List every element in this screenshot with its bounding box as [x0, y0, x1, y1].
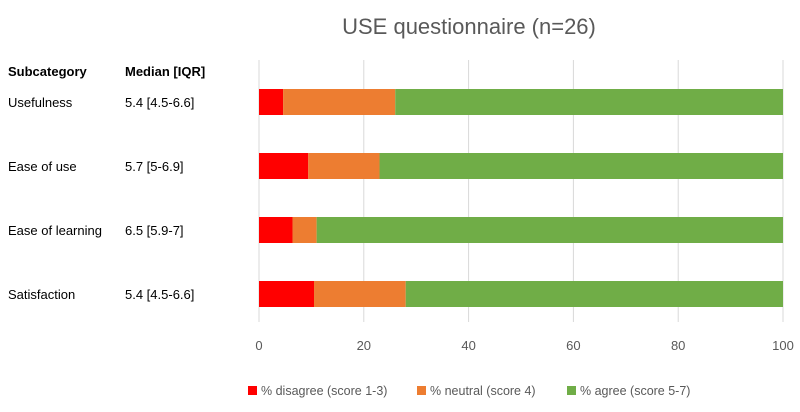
- legend: % disagree (score 1-3) % neutral (score 4…: [248, 384, 690, 398]
- bar-segment: [308, 153, 380, 179]
- legend-label: % neutral (score 4): [430, 384, 536, 398]
- category-label: Satisfaction: [8, 287, 75, 302]
- bar-segment: [405, 281, 783, 307]
- bar-segment: [314, 281, 406, 307]
- bars: [259, 89, 783, 307]
- bar-segment: [259, 89, 284, 115]
- x-tick-label: 0: [255, 338, 262, 353]
- bar-segment: [259, 217, 293, 243]
- median-value: 6.5 [5.9-7]: [125, 223, 184, 238]
- x-tick-label: 60: [566, 338, 580, 353]
- legend-swatch: [417, 386, 426, 395]
- legend-label: % disagree (score 1-3): [261, 384, 387, 398]
- legend-swatch: [248, 386, 257, 395]
- category-label: Ease of learning: [8, 223, 102, 238]
- median-value: 5.7 [5-6.9]: [125, 159, 184, 174]
- bar-segment: [292, 217, 317, 243]
- subcategory-header: Subcategory: [8, 64, 88, 79]
- x-axis: 0 20 40 60 80 100: [255, 338, 793, 353]
- bar-segment: [395, 89, 783, 115]
- bar-segment: [259, 153, 309, 179]
- rows: Usefulness 5.4 [4.5-6.6] Ease of use 5.7 [5…: [8, 95, 194, 302]
- median-header: Median [IQR]: [125, 64, 205, 79]
- bar-segment: [259, 281, 315, 307]
- bar-segment: [283, 89, 396, 115]
- x-tick-label: 80: [671, 338, 685, 353]
- category-label: Usefulness: [8, 95, 73, 110]
- bar-segment: [379, 153, 783, 179]
- median-value: 5.4 [4.5-6.6]: [125, 95, 194, 110]
- category-label: Ease of use: [8, 159, 77, 174]
- x-tick-label: 40: [461, 338, 475, 353]
- legend-label: % agree (score 5-7): [580, 384, 690, 398]
- x-tick-label: 100: [772, 338, 794, 353]
- bar-segment: [316, 217, 783, 243]
- chart-title: USE questionnaire (n=26): [342, 14, 596, 39]
- median-value: 5.4 [4.5-6.6]: [125, 287, 194, 302]
- legend-swatch: [567, 386, 576, 395]
- x-tick-label: 20: [357, 338, 371, 353]
